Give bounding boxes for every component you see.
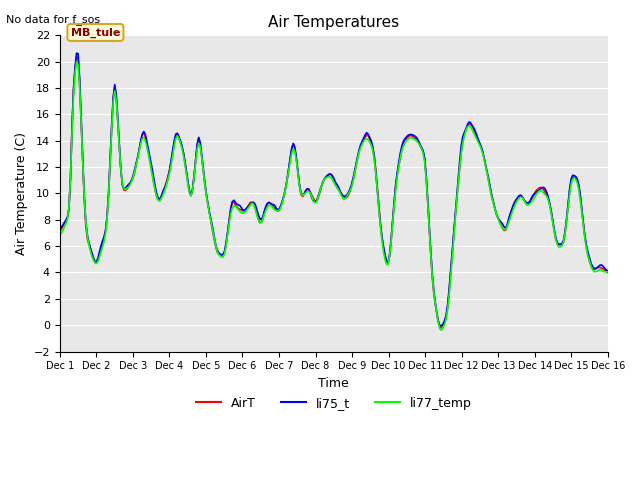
Line: AirT: AirT <box>60 56 608 328</box>
li75_t <box>239 207 247 213</box>
AirT <box>248 200 256 205</box>
AirT <box>297 192 305 197</box>
Y-axis label: Air Temperature (C): Air Temperature (C) <box>15 132 28 255</box>
AirT <box>239 208 247 214</box>
li75_t <box>56 226 63 232</box>
AirT <box>604 270 612 276</box>
Line: li75_t: li75_t <box>60 53 608 326</box>
li77_temp <box>221 251 228 256</box>
li75_t <box>221 248 228 254</box>
li77_temp <box>239 210 247 216</box>
li77_temp <box>577 198 584 204</box>
Title: Air Temperatures: Air Temperatures <box>268 15 399 30</box>
li75_t <box>438 323 445 329</box>
X-axis label: Time: Time <box>319 377 349 390</box>
li75_t <box>73 50 81 56</box>
li77_temp <box>125 184 132 190</box>
li75_t <box>125 181 132 187</box>
li77_temp <box>297 191 305 196</box>
Text: No data for f_sos: No data for f_sos <box>6 14 100 25</box>
AirT <box>125 184 132 190</box>
li77_temp <box>438 327 445 333</box>
li75_t <box>577 192 584 198</box>
AirT <box>56 228 63 234</box>
li75_t <box>604 268 612 274</box>
li75_t <box>297 190 305 196</box>
li77_temp <box>73 59 81 64</box>
Legend: AirT, li75_t, li77_temp: AirT, li75_t, li77_temp <box>191 392 477 415</box>
Line: li77_temp: li77_temp <box>60 61 608 330</box>
AirT <box>73 53 81 59</box>
li75_t <box>248 200 256 205</box>
li77_temp <box>248 201 256 206</box>
AirT <box>577 194 584 200</box>
li77_temp <box>604 269 612 275</box>
AirT <box>438 325 445 331</box>
Text: MB_tule: MB_tule <box>71 27 120 37</box>
li77_temp <box>56 231 63 237</box>
AirT <box>221 249 228 254</box>
